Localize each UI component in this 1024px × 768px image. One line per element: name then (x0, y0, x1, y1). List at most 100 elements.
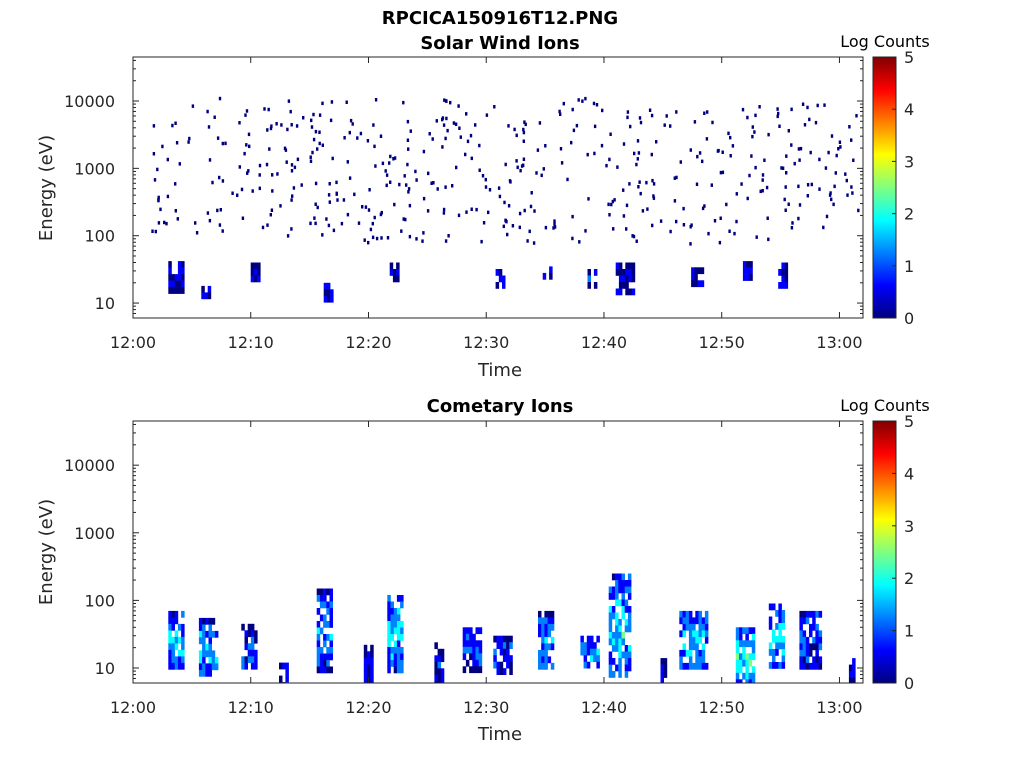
heatmap-cell (538, 121, 542, 125)
heatmap-cell (682, 206, 685, 211)
heatmap-cell (370, 651, 374, 659)
heatmap-cell (465, 646, 470, 654)
heatmap-cell (371, 235, 375, 240)
heatmap-cell (784, 185, 787, 189)
heatmap-cell (253, 269, 258, 276)
heatmap-cell (329, 118, 333, 123)
heatmap-cell (586, 642, 591, 649)
heatmap-cell (243, 151, 246, 156)
heatmap-cell (437, 674, 442, 682)
heatmap-cell (778, 610, 782, 617)
heatmap-cell (751, 640, 756, 648)
heatmap-cell (767, 132, 770, 137)
heatmap-cell (323, 601, 327, 609)
heatmap-cell (208, 158, 212, 162)
heatmap-cell (700, 280, 705, 288)
heatmap-cell (283, 146, 287, 151)
heatmap-cell (509, 635, 513, 643)
heatmap-cell (258, 186, 261, 191)
heatmap-cell (586, 648, 591, 656)
heatmap-cell (502, 282, 506, 289)
heatmap-cell (748, 640, 753, 648)
heatmap-cell (618, 262, 623, 270)
heatmap-cell (214, 630, 219, 638)
heatmap-cell (608, 664, 613, 672)
heatmap-cell (673, 176, 676, 180)
heatmap-cell (781, 649, 786, 656)
heatmap-cell (612, 227, 615, 231)
heatmap-cell (608, 658, 613, 665)
heatmap-cell (470, 156, 473, 161)
heatmap-cell (405, 183, 408, 187)
heatmap-cell (174, 662, 179, 670)
heatmap-cell (761, 173, 765, 177)
heatmap-cell (526, 239, 529, 243)
heatmap-cell (346, 212, 350, 217)
heatmap-cell (496, 642, 500, 649)
heatmap-cell (745, 633, 749, 641)
heatmap-cell (202, 637, 206, 645)
colorbar-tick-label: 3 (904, 152, 914, 171)
heatmap-cell (550, 662, 555, 670)
heatmap-cell (559, 112, 562, 116)
heatmap-cell (284, 148, 288, 152)
heatmap-cell (367, 657, 371, 665)
heatmap-cell (799, 649, 803, 657)
heatmap-cell (541, 649, 545, 657)
heatmap-cell (691, 267, 695, 275)
heatmap-cell (367, 208, 371, 212)
heatmap-cell (624, 645, 629, 652)
heatmap-cell (400, 660, 404, 667)
heatmap-cell (688, 636, 693, 644)
heatmap-cell (622, 269, 626, 276)
heatmap-cell (751, 679, 756, 683)
heatmap-cell (207, 292, 212, 300)
heatmap-cell (480, 239, 483, 244)
heatmap-cell (465, 659, 470, 667)
heatmap-cell (321, 233, 324, 237)
heatmap-cell (151, 229, 154, 233)
heatmap-cell (600, 143, 604, 148)
heatmap-cell (221, 229, 224, 233)
heatmap-cell (540, 173, 543, 178)
heatmap-cell (766, 216, 769, 220)
heatmap-cell (415, 237, 418, 241)
cometary-plot-area: 12:00 12:10 12:20 12:30 12:40 12:50 13:0010100… (64, 412, 914, 717)
heatmap-cell (509, 668, 513, 675)
heatmap-cell (290, 169, 294, 173)
heatmap-cell (628, 262, 632, 270)
heatmap-cell (605, 163, 608, 168)
heatmap-cell (316, 595, 321, 602)
heatmap-cell (688, 662, 693, 670)
heatmap-cell (815, 643, 819, 651)
heatmap-cell (759, 189, 762, 194)
heatmap-cell (611, 638, 616, 646)
heatmap-cell (198, 650, 203, 658)
heatmap-cell (386, 236, 390, 240)
heatmap-cell (390, 653, 394, 661)
heatmap-cell (571, 236, 574, 241)
heatmap-cell (522, 139, 525, 143)
heatmap-cell (850, 185, 853, 189)
heatmap-cell (156, 167, 159, 172)
heatmap-cell (615, 619, 619, 626)
heatmap-cell (679, 656, 683, 664)
heatmap-cell (300, 183, 303, 187)
heatmap-cell (393, 156, 397, 160)
heatmap-cell (768, 642, 773, 650)
heatmap-cell (319, 601, 324, 609)
heatmap-cell (607, 202, 610, 207)
heatmap-cell (852, 158, 855, 162)
heatmap-cell (241, 623, 245, 631)
heatmap-cell (739, 640, 743, 648)
heatmap-cell (285, 160, 288, 164)
heatmap-cell (370, 677, 374, 683)
heatmap-cell (286, 127, 289, 132)
heatmap-cell (665, 114, 668, 118)
heatmap-cell (621, 593, 625, 600)
x-tick-label: 12:20 (345, 333, 391, 352)
heatmap-cell (593, 648, 597, 656)
heatmap-cell (748, 627, 753, 635)
heatmap-cell (502, 275, 506, 283)
heatmap-cell (618, 651, 622, 659)
